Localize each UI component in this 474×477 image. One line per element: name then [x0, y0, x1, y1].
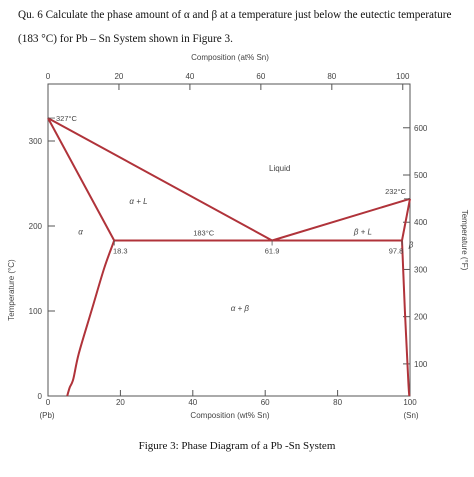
pb-end-label: (Pb): [39, 411, 54, 420]
alpha-region-label: α: [78, 228, 83, 237]
phase-boundaries: [47, 117, 411, 397]
top-tick-label: 40: [185, 72, 194, 81]
top-ticks: 0 20 40 60 80 100: [46, 72, 410, 81]
eutectic-temp-label: 183°C: [193, 228, 215, 237]
left-tick-label: 200: [29, 222, 43, 231]
top-tick-label: 60: [256, 72, 265, 81]
bottom-tick-label: 60: [261, 398, 270, 407]
liquidus-right-line: [271, 197, 411, 242]
question-text: Qu. 6 Calculate the phase amount of α an…: [18, 6, 458, 54]
alpha-solvus-curve: [66, 240, 116, 397]
phase-diagram: Composition (at% Sn) 0 20 40 60 80 100 0 100 20…: [7, 53, 469, 420]
figure-caption: Figure 3: Phase Diagram of a Pb -Sn Syst…: [138, 440, 336, 452]
right-ticks: 100 200 300 400 500 600: [414, 124, 428, 369]
beta-limit-label: 97.8: [389, 246, 404, 255]
right-tick-label: 200: [414, 313, 428, 322]
top-tick-label: 100: [396, 72, 410, 81]
right-tick-label: 600: [414, 124, 428, 133]
beta-solvus-curve: [401, 240, 411, 397]
bottom-tick-label: 80: [333, 398, 342, 407]
bottom-axis-label: Composition (wt% Sn): [190, 411, 269, 420]
phase-annotations: 327°C 232°C 183°C 18.3 61.9 97.8 Liquid α + L β …: [48, 114, 414, 313]
right-tick-label: 400: [414, 218, 428, 227]
bottom-tick-label: 0: [46, 398, 51, 407]
liquidus-left-line: [47, 117, 273, 242]
sn-end-label: (Sn): [403, 411, 418, 420]
question-line-2: (183 °C) for Pb – Sn System shown in Fig…: [18, 33, 233, 45]
plot-frame: [47, 83, 411, 397]
left-tick-label: 0: [38, 392, 43, 401]
bottom-tick-label: 20: [116, 398, 125, 407]
right-tick-label: 100: [414, 360, 428, 369]
beta-solidus-line: [401, 198, 411, 241]
bottom-tick-label: 40: [188, 398, 197, 407]
bottom-ticks: 0 20 40 60 80 100: [46, 398, 417, 407]
question-line-1: Qu. 6 Calculate the phase amount of α an…: [18, 9, 452, 21]
beta-plus-liquid-label: β + L: [353, 228, 372, 237]
alpha-plus-beta-label: α + β: [231, 304, 250, 313]
left-ticks: 0 100 200 300: [29, 137, 43, 401]
sn-melt-label: 232°C: [385, 187, 407, 196]
beta-region-label: β: [408, 240, 414, 249]
liquid-region-label: Liquid: [269, 164, 290, 173]
top-tick-label: 0: [46, 72, 51, 81]
alpha-solidus-line: [47, 117, 116, 241]
alpha-limit-label: 18.3: [113, 246, 128, 255]
left-tick-label: 300: [29, 137, 43, 146]
right-axis-label: Temperature (°F): [460, 210, 469, 271]
right-tick-label: 300: [414, 265, 428, 274]
right-tick-label: 500: [414, 171, 428, 180]
top-tick-label: 20: [114, 72, 123, 81]
left-axis-label: Temperature (°C): [7, 259, 16, 321]
top-tick-label: 80: [327, 72, 336, 81]
top-axis-label: Composition (at% Sn): [191, 53, 269, 62]
alpha-plus-liquid-label: α + L: [129, 197, 147, 206]
left-tick-label: 100: [29, 307, 43, 316]
axis-tick-marks: [47, 84, 411, 397]
eutectic-comp-label: 61.9: [265, 246, 280, 255]
pb-melt-label: 327°C: [56, 114, 78, 123]
bottom-tick-label: 100: [403, 398, 417, 407]
